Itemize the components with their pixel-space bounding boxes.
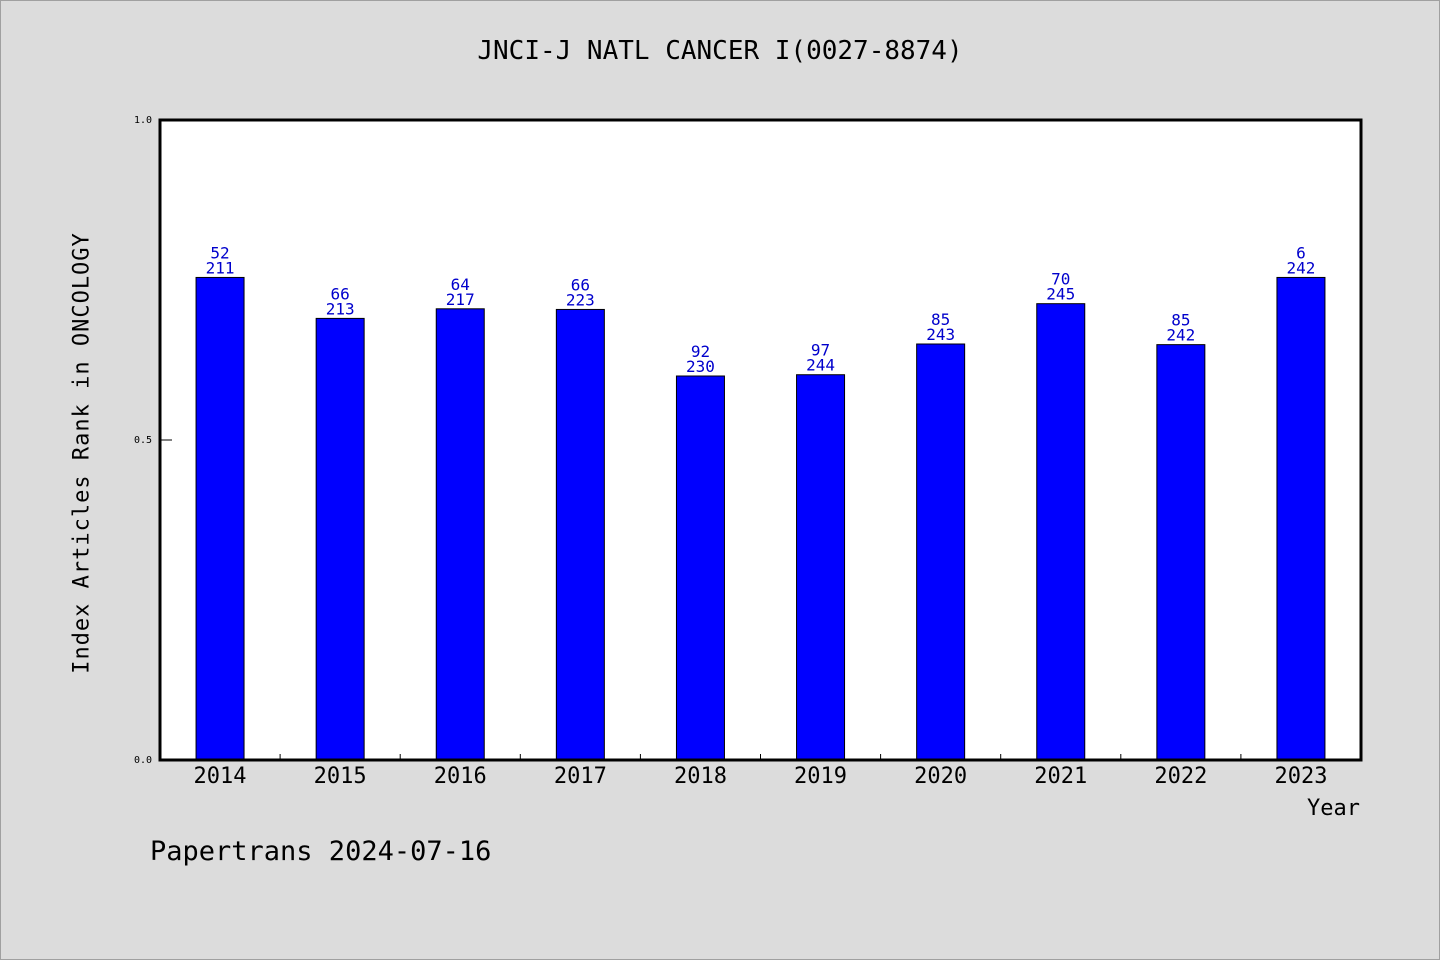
rank-label-2019: 97 [811, 341, 830, 360]
bar-2023 [1276, 276, 1326, 761]
rank-label-2023: 6 [1296, 243, 1306, 262]
total-label-2023: 242 [1286, 258, 1315, 277]
total-label-2014: 211 [206, 258, 235, 277]
x-tick-label-2021: 2021 [1034, 764, 1087, 789]
plot-border [158, 118, 1363, 762]
total-label-2019: 244 [806, 356, 835, 375]
rank-label-2014: 52 [210, 243, 229, 262]
x-tick-label-2014: 2014 [194, 764, 247, 789]
total-label-2020: 243 [926, 325, 955, 344]
total-label-2021: 245 [1046, 285, 1075, 304]
total-label-2015: 213 [326, 299, 355, 318]
rank-label-2022: 85 [1171, 311, 1190, 330]
bar-2014 [195, 276, 245, 761]
y-tick-label: 0.5 [134, 435, 152, 446]
bar-2019 [796, 374, 846, 761]
rank-label-2015: 66 [331, 284, 350, 303]
y-tick-label: 0.0 [134, 755, 152, 766]
bar-2015 [315, 317, 365, 761]
footer-credit: Papertrans 2024-07-16 [150, 836, 492, 867]
y-tick-label: 1.0 [134, 115, 152, 126]
bar-2022 [1156, 344, 1206, 761]
x-tick-label-2018: 2018 [674, 764, 727, 789]
total-label-2017: 223 [566, 290, 595, 309]
bar-2020 [916, 343, 966, 761]
bar-2021 [1036, 303, 1086, 761]
total-label-2016: 217 [446, 290, 475, 309]
bar-2017 [555, 308, 605, 761]
x-tick-label-2022: 2022 [1154, 764, 1207, 789]
x-tick-label-2020: 2020 [914, 764, 967, 789]
rank-label-2016: 64 [451, 275, 470, 294]
rank-label-2018: 92 [691, 342, 710, 361]
x-tick-label-2016: 2016 [434, 764, 487, 789]
bar-2018 [675, 375, 725, 761]
x-tick-label-2015: 2015 [314, 764, 367, 789]
chart-title: JNCI-J NATL CANCER I(0027-8874) [477, 36, 963, 66]
bar-2016 [435, 308, 485, 761]
x-tick-label-2023: 2023 [1274, 764, 1327, 789]
x-tick-label-2017: 2017 [554, 764, 607, 789]
rank-label-2020: 85 [931, 310, 950, 329]
total-label-2018: 230 [686, 357, 715, 376]
x-axis-label: Year [1307, 796, 1360, 821]
rank-label-2021: 70 [1051, 270, 1070, 289]
x-tick-label-2019: 2019 [794, 764, 847, 789]
rank-label-2017: 66 [571, 275, 590, 294]
total-label-2022: 242 [1166, 326, 1195, 345]
